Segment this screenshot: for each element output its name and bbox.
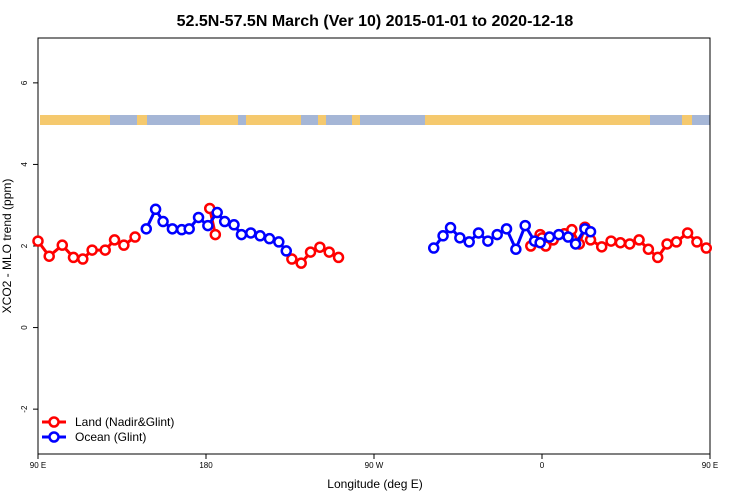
data-point bbox=[314, 241, 326, 253]
strip-land-block bbox=[682, 115, 692, 125]
data-point bbox=[56, 239, 69, 251]
data-point bbox=[245, 227, 257, 239]
land-ocean-strip bbox=[40, 115, 710, 125]
data-point bbox=[254, 230, 266, 242]
data-point bbox=[129, 231, 141, 243]
data-point bbox=[623, 238, 636, 250]
data-point bbox=[454, 232, 466, 244]
series-land bbox=[32, 202, 713, 269]
data-point bbox=[99, 244, 111, 256]
data-point bbox=[482, 235, 494, 247]
data-point bbox=[642, 243, 655, 256]
chart-title: 52.5N-57.5N March (Ver 10) 2015-01-01 to… bbox=[177, 13, 574, 30]
data-point bbox=[472, 227, 485, 239]
data-point bbox=[43, 250, 55, 262]
data-point bbox=[534, 236, 546, 249]
data-point bbox=[67, 251, 80, 264]
strip-land-block bbox=[137, 115, 147, 125]
data-point bbox=[228, 219, 240, 231]
strip-land-block bbox=[425, 115, 650, 125]
legend-label-land: Land (Nadir&Glint) bbox=[75, 415, 174, 429]
data-point bbox=[651, 251, 664, 264]
data-point bbox=[510, 243, 522, 256]
data-point bbox=[140, 223, 153, 235]
data-point bbox=[235, 228, 248, 241]
data-point bbox=[118, 239, 130, 251]
data-point bbox=[543, 231, 556, 243]
data-point bbox=[77, 253, 89, 265]
data-point bbox=[323, 246, 335, 258]
data-point bbox=[661, 238, 673, 250]
strip-land-block bbox=[352, 115, 360, 125]
legend: Land (Nadir&Glint) Ocean (Glint) bbox=[42, 415, 174, 444]
data-point bbox=[280, 245, 293, 257]
strip-land-block bbox=[40, 115, 110, 125]
data-point bbox=[691, 236, 703, 248]
y-tick-label: 0 bbox=[20, 325, 29, 330]
strip-land-block bbox=[246, 115, 301, 125]
strip-ocean-base bbox=[40, 115, 710, 125]
legend-marker-land bbox=[48, 416, 60, 428]
x-tick-label: 180 bbox=[199, 461, 213, 470]
data-point bbox=[332, 251, 345, 264]
data-point bbox=[500, 223, 513, 235]
data-point bbox=[218, 215, 231, 228]
data-point bbox=[157, 215, 169, 228]
data-point bbox=[192, 211, 205, 224]
data-point bbox=[681, 227, 694, 239]
data-point bbox=[595, 241, 608, 253]
data-point bbox=[295, 257, 307, 269]
data-point bbox=[263, 232, 276, 245]
data-point bbox=[519, 219, 531, 232]
x-axis-label: Longitude (deg E) bbox=[327, 477, 422, 491]
data-point bbox=[605, 235, 617, 247]
y-tick-label: 6 bbox=[20, 80, 29, 85]
x-tick-label: 0 bbox=[540, 461, 545, 470]
data-point bbox=[437, 230, 449, 242]
axes: 90 E 180 90 W 0 90 E -2 0 2 4 6 bbox=[20, 80, 718, 470]
data-point bbox=[209, 228, 222, 241]
data-point bbox=[444, 221, 457, 234]
data-point bbox=[463, 236, 475, 248]
data-point bbox=[202, 219, 214, 232]
x-tick-label: 90 E bbox=[30, 461, 46, 470]
data-point bbox=[670, 236, 683, 248]
x-tick-label: 90 W bbox=[365, 461, 384, 470]
data-point bbox=[183, 223, 195, 235]
data-point bbox=[633, 234, 645, 246]
y-axis-label: XCO2 - MLO trend (ppm) bbox=[0, 179, 14, 314]
series-ocean bbox=[140, 203, 597, 257]
data-point bbox=[211, 206, 223, 219]
data-point bbox=[273, 236, 285, 248]
legend-label-ocean: Ocean (Glint) bbox=[75, 430, 146, 444]
y-tick-label: 4 bbox=[20, 162, 29, 167]
data-point bbox=[304, 246, 317, 258]
series-layer bbox=[32, 202, 713, 269]
data-point bbox=[584, 225, 597, 238]
legend-marker-ocean bbox=[48, 431, 60, 443]
data-point bbox=[562, 231, 574, 243]
data-point bbox=[86, 244, 98, 256]
y-tick-label: 2 bbox=[20, 243, 29, 248]
data-point bbox=[166, 223, 179, 235]
strip-land-block bbox=[200, 115, 238, 125]
data-point bbox=[614, 236, 627, 249]
data-point bbox=[553, 228, 565, 241]
strip-land-block bbox=[318, 115, 326, 125]
data-point bbox=[286, 253, 298, 265]
data-point bbox=[569, 238, 582, 250]
data-point bbox=[427, 242, 440, 254]
data-point bbox=[149, 203, 162, 216]
data-point bbox=[491, 228, 503, 241]
data-point bbox=[32, 235, 44, 247]
data-point bbox=[108, 234, 121, 246]
x-tick-label: 90 E bbox=[702, 461, 718, 470]
data-point bbox=[700, 242, 713, 254]
y-tick-label: -2 bbox=[20, 405, 29, 413]
